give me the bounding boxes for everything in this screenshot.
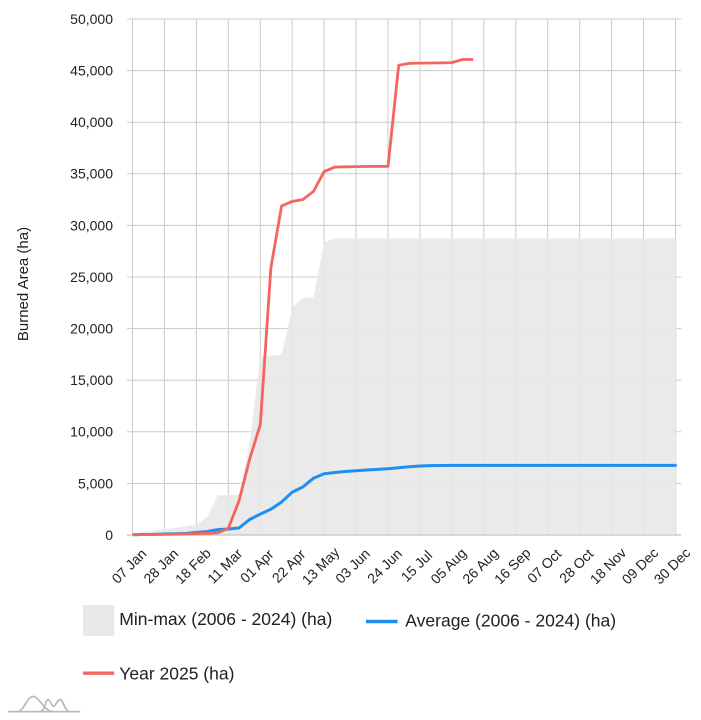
svg-text:5,000: 5,000 — [78, 475, 113, 491]
svg-text:30 Dec: 30 Dec — [651, 545, 694, 588]
svg-text:18 Feb: 18 Feb — [172, 545, 214, 587]
svg-text:25,000: 25,000 — [70, 269, 113, 285]
svg-text:Average (2006 - 2024) (ha): Average (2006 - 2024) (ha) — [405, 610, 616, 630]
svg-text:13 May: 13 May — [299, 544, 343, 588]
svg-text:10,000: 10,000 — [70, 424, 113, 440]
svg-text:40,000: 40,000 — [70, 114, 113, 130]
svg-text:35,000: 35,000 — [70, 166, 113, 182]
svg-text:20,000: 20,000 — [70, 321, 113, 337]
svg-text:Min-max (2006 - 2024) (ha): Min-max (2006 - 2024) (ha) — [119, 609, 332, 629]
svg-text:11 Mar: 11 Mar — [204, 545, 246, 587]
svg-text:15,000: 15,000 — [70, 372, 113, 388]
svg-text:01 Apr: 01 Apr — [237, 546, 277, 586]
svg-text:30,000: 30,000 — [70, 217, 113, 233]
svg-text:07 Jan: 07 Jan — [108, 545, 149, 586]
svg-text:16 Sep: 16 Sep — [491, 544, 534, 587]
svg-text:Burned Area (ha): Burned Area (ha) — [15, 227, 32, 341]
svg-text:07 Oct: 07 Oct — [524, 546, 565, 587]
svg-text:Year 2025 (ha): Year 2025 (ha) — [119, 663, 234, 683]
svg-text:45,000: 45,000 — [70, 63, 113, 79]
svg-text:24 Jun: 24 Jun — [364, 545, 405, 586]
svg-text:0: 0 — [105, 527, 113, 543]
svg-text:50,000: 50,000 — [70, 11, 113, 27]
